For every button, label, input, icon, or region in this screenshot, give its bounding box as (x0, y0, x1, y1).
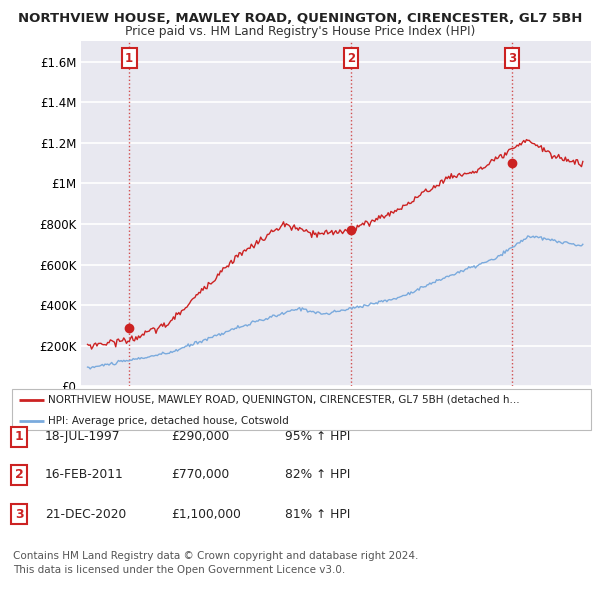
Text: Contains HM Land Registry data © Crown copyright and database right 2024.
This d: Contains HM Land Registry data © Crown c… (13, 551, 419, 575)
Text: 95% ↑ HPI: 95% ↑ HPI (285, 430, 350, 443)
Text: HPI: Average price, detached house, Cotswold: HPI: Average price, detached house, Cots… (48, 416, 289, 426)
Text: NORTHVIEW HOUSE, MAWLEY ROAD, QUENINGTON, CIRENCESTER, GL7 5BH (detached h...: NORTHVIEW HOUSE, MAWLEY ROAD, QUENINGTON… (48, 395, 520, 405)
Text: 3: 3 (15, 508, 23, 521)
Text: 81% ↑ HPI: 81% ↑ HPI (285, 508, 350, 521)
Text: 2: 2 (15, 468, 23, 481)
Text: £290,000: £290,000 (171, 430, 229, 443)
Text: 21-DEC-2020: 21-DEC-2020 (45, 508, 126, 521)
Text: Price paid vs. HM Land Registry's House Price Index (HPI): Price paid vs. HM Land Registry's House … (125, 25, 475, 38)
Text: 18-JUL-1997: 18-JUL-1997 (45, 430, 121, 443)
Text: 3: 3 (508, 52, 516, 65)
Text: £1,100,000: £1,100,000 (171, 508, 241, 521)
Text: NORTHVIEW HOUSE, MAWLEY ROAD, QUENINGTON, CIRENCESTER, GL7 5BH: NORTHVIEW HOUSE, MAWLEY ROAD, QUENINGTON… (18, 12, 582, 25)
Text: 2: 2 (347, 52, 355, 65)
Text: 16-FEB-2011: 16-FEB-2011 (45, 468, 124, 481)
FancyBboxPatch shape (12, 389, 591, 430)
Text: 1: 1 (125, 52, 133, 65)
Text: 1: 1 (15, 430, 23, 443)
Text: £770,000: £770,000 (171, 468, 229, 481)
Text: 82% ↑ HPI: 82% ↑ HPI (285, 468, 350, 481)
